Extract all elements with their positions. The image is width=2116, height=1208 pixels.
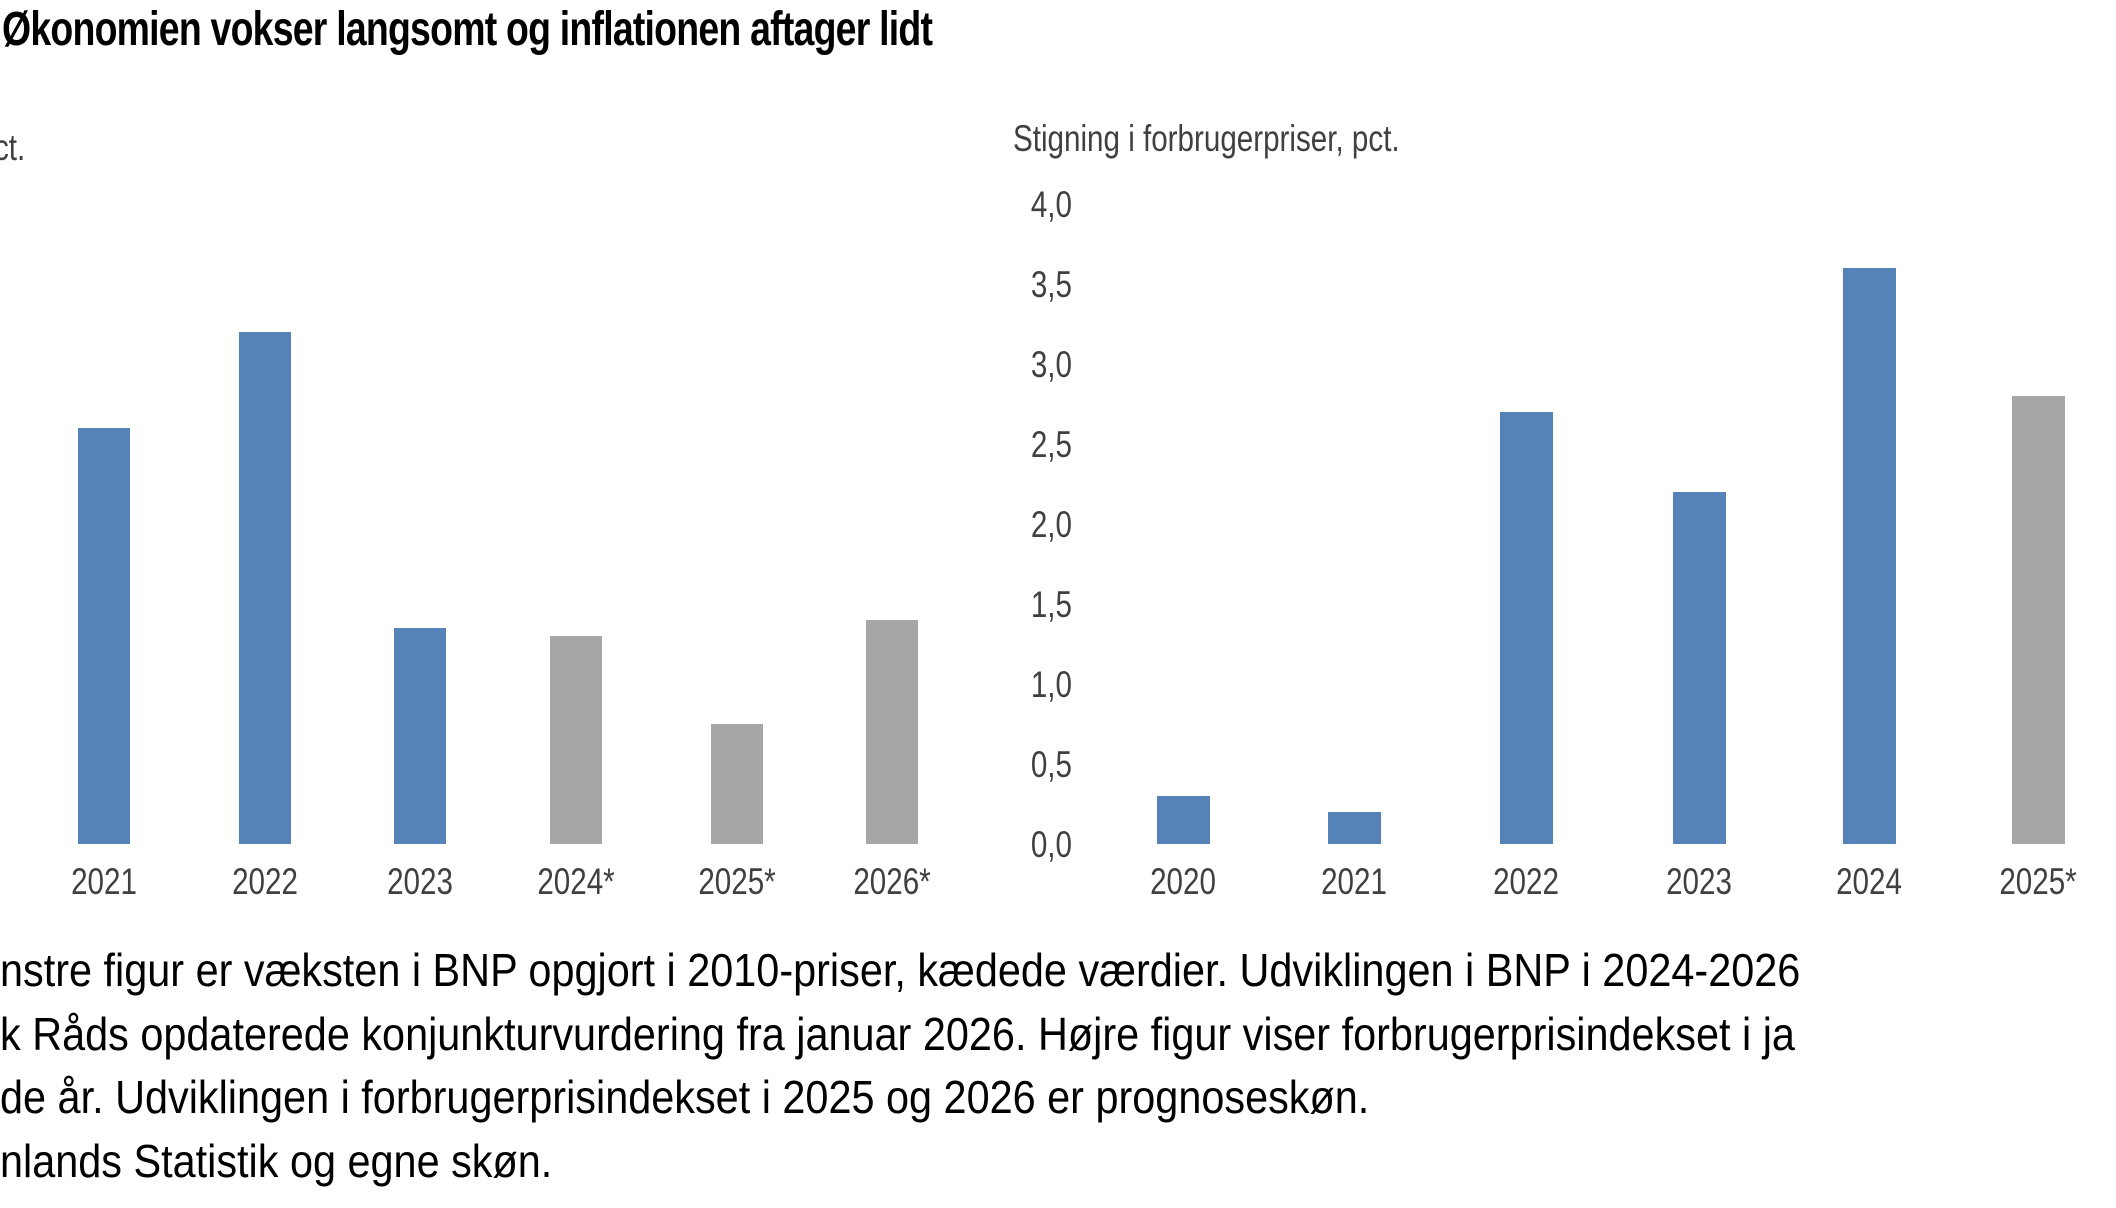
bar-right-2021 [1327,812,1381,844]
right-chart-subtitle: Stigning i forbrugerpriser, pct. [1013,118,1400,159]
x-tick-right-2023: 2023 [1666,861,1732,902]
x-tick-left-2023: 2023 [387,861,453,902]
bar-right-2024 [1842,268,1896,844]
bar-right-2022 [1499,412,1553,844]
x-tick-right-2021: 2021 [1321,861,1387,902]
bar-left-2022 [239,332,291,844]
x-tick-left-2021: 2021 [71,861,137,902]
figure-footnote: nstre figur er væksten i BNP opgjort i 2… [0,939,2000,1193]
x-tick-left-2026*: 2026* [853,861,931,902]
x-tick-left-2024*: 2024* [537,861,615,902]
footnote-line: nstre figur er væksten i BNP opgjort i 2… [0,944,1801,996]
left-chart-unit-label-cropped: ct. [0,127,26,168]
bar-right-2023 [1672,492,1726,844]
bar-left-2025* [711,724,763,844]
x-tick-right-2025*: 2025* [1999,861,2077,902]
footnote-line: de år. Udviklingen i forbrugerprisindeks… [0,1071,1370,1123]
bar-left-2021 [78,428,130,844]
x-tick-right-2022: 2022 [1493,861,1559,902]
x-tick-left-2022: 2022 [232,861,298,902]
x-tick-left-2025*: 2025* [698,861,776,902]
bar-left-2024* [550,636,602,844]
y-tick-0,0: 0,0 [1030,824,1072,865]
bar-right-2025* [2011,396,2065,844]
figure-title: Økonomien vokser langsomt og inflationen… [2,3,933,56]
y-tick-2,5: 2,5 [1030,424,1072,465]
bar-left-2023 [394,628,446,844]
y-tick-0,5: 0,5 [1030,744,1072,785]
bar-left-2026* [866,620,918,844]
y-tick-1,0: 1,0 [1030,664,1072,705]
y-tick-2,0: 2,0 [1030,504,1072,545]
footnote-line: nlands Statistik og egne skøn. [0,1134,553,1187]
footnote-line: k Råds opdaterede konjunkturvurdering fr… [0,1007,1795,1060]
x-tick-right-2024: 2024 [1836,861,1902,902]
y-tick-3,0: 3,0 [1030,344,1072,385]
y-tick-4,0: 4,0 [1030,184,1072,225]
bar-right-2020 [1156,796,1210,844]
y-tick-1,5: 1,5 [1030,584,1072,625]
y-tick-3,5: 3,5 [1030,264,1072,305]
x-tick-right-2020: 2020 [1150,861,1216,902]
